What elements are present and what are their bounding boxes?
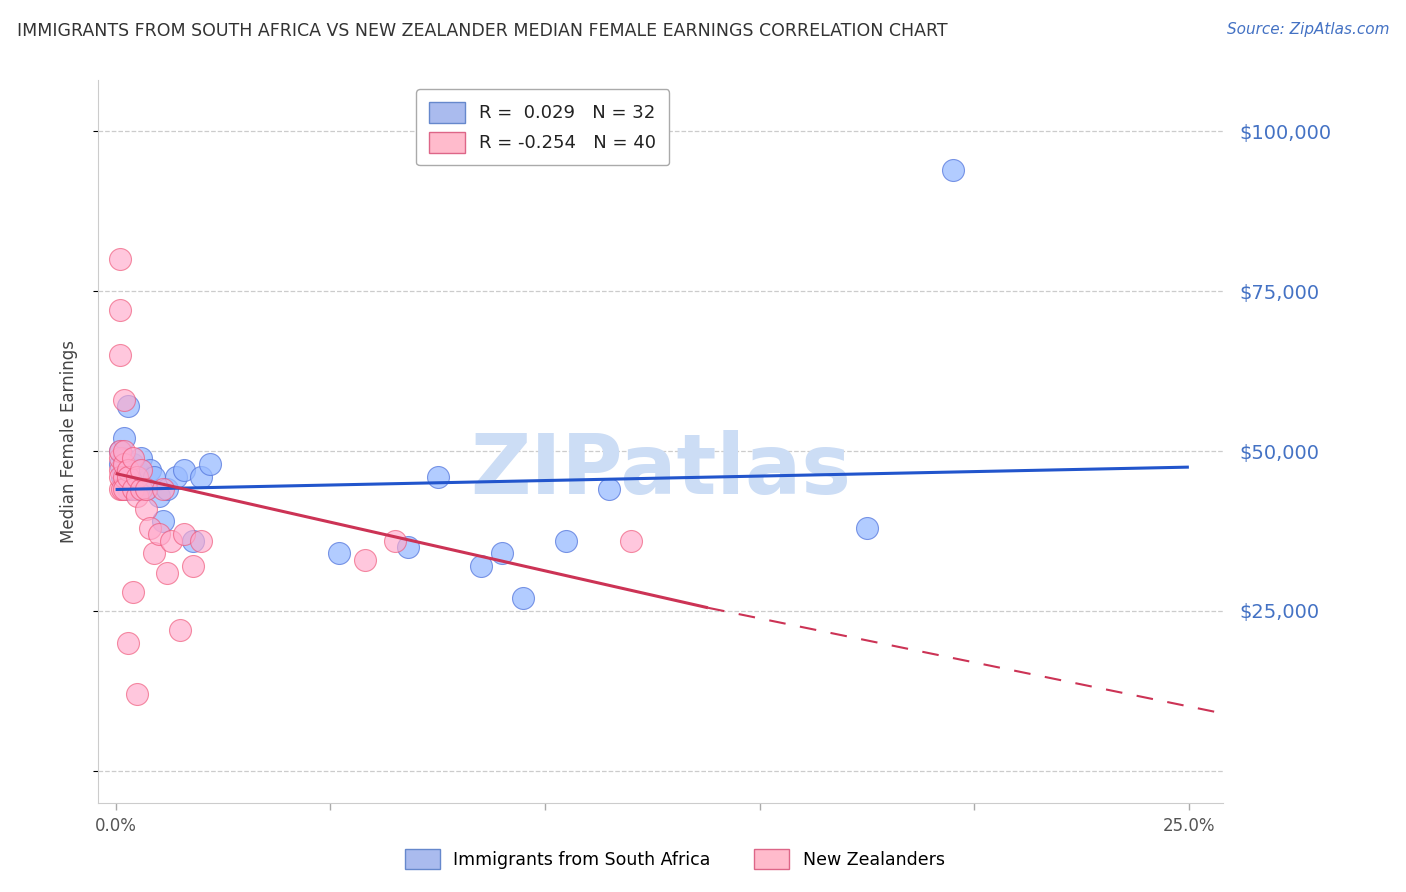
Point	[328, 546, 350, 560]
Point	[117, 636, 139, 650]
Text: Source: ZipAtlas.com: Source: ZipAtlas.com	[1226, 22, 1389, 37]
Point	[125, 483, 148, 497]
Point	[152, 515, 174, 529]
Point	[112, 392, 135, 407]
Point	[173, 527, 195, 541]
Point	[108, 348, 131, 362]
Point	[139, 521, 162, 535]
Point	[125, 469, 148, 483]
Point	[135, 483, 157, 497]
Point	[181, 559, 204, 574]
Point	[143, 546, 166, 560]
Point	[117, 483, 139, 497]
Point	[125, 463, 148, 477]
Point	[555, 533, 578, 548]
Point	[512, 591, 534, 606]
Legend: Immigrants from South Africa, New Zealanders: Immigrants from South Africa, New Zealan…	[398, 842, 952, 876]
Point	[112, 450, 135, 465]
Point	[108, 463, 131, 477]
Point	[112, 457, 135, 471]
Text: IMMIGRANTS FROM SOUTH AFRICA VS NEW ZEALANDER MEDIAN FEMALE EARNINGS CORRELATION: IMMIGRANTS FROM SOUTH AFRICA VS NEW ZEAL…	[17, 22, 948, 40]
Point	[135, 483, 157, 497]
Point	[117, 400, 139, 414]
Point	[148, 489, 170, 503]
Point	[396, 540, 419, 554]
Point	[131, 450, 153, 465]
Text: ZIPatlas: ZIPatlas	[471, 430, 851, 511]
Point	[942, 162, 965, 177]
Y-axis label: Median Female Earnings: Median Female Earnings	[59, 340, 77, 543]
Legend: R =  0.029   N = 32, R = -0.254   N = 40: R = 0.029 N = 32, R = -0.254 N = 40	[416, 89, 669, 165]
Point	[112, 431, 135, 445]
Point	[108, 457, 131, 471]
Point	[117, 463, 139, 477]
Point	[620, 533, 643, 548]
Point	[121, 483, 143, 497]
Point	[160, 533, 183, 548]
Point	[491, 546, 513, 560]
Point	[121, 457, 143, 471]
Point	[156, 483, 179, 497]
Point	[112, 483, 135, 497]
Point	[190, 469, 212, 483]
Point	[108, 444, 131, 458]
Point	[111, 469, 134, 483]
Point	[156, 566, 179, 580]
Point	[135, 501, 157, 516]
Point	[108, 450, 131, 465]
Point	[125, 687, 148, 701]
Point	[125, 489, 148, 503]
Point	[108, 483, 131, 497]
Point	[111, 483, 134, 497]
Point	[131, 463, 153, 477]
Point	[384, 533, 406, 548]
Point	[108, 469, 131, 483]
Point	[165, 469, 187, 483]
Point	[108, 444, 131, 458]
Point	[117, 469, 139, 483]
Point	[181, 533, 204, 548]
Point	[143, 469, 166, 483]
Point	[152, 483, 174, 497]
Point	[856, 521, 879, 535]
Point	[131, 483, 153, 497]
Point	[112, 444, 135, 458]
Point	[112, 469, 135, 483]
Point	[121, 584, 143, 599]
Point	[470, 559, 492, 574]
Point	[169, 623, 191, 637]
Point	[121, 450, 143, 465]
Point	[598, 483, 620, 497]
Point	[426, 469, 449, 483]
Point	[148, 527, 170, 541]
Point	[190, 533, 212, 548]
Point	[139, 463, 162, 477]
Point	[198, 457, 221, 471]
Point	[108, 303, 131, 318]
Point	[108, 252, 131, 267]
Point	[353, 553, 375, 567]
Point	[173, 463, 195, 477]
